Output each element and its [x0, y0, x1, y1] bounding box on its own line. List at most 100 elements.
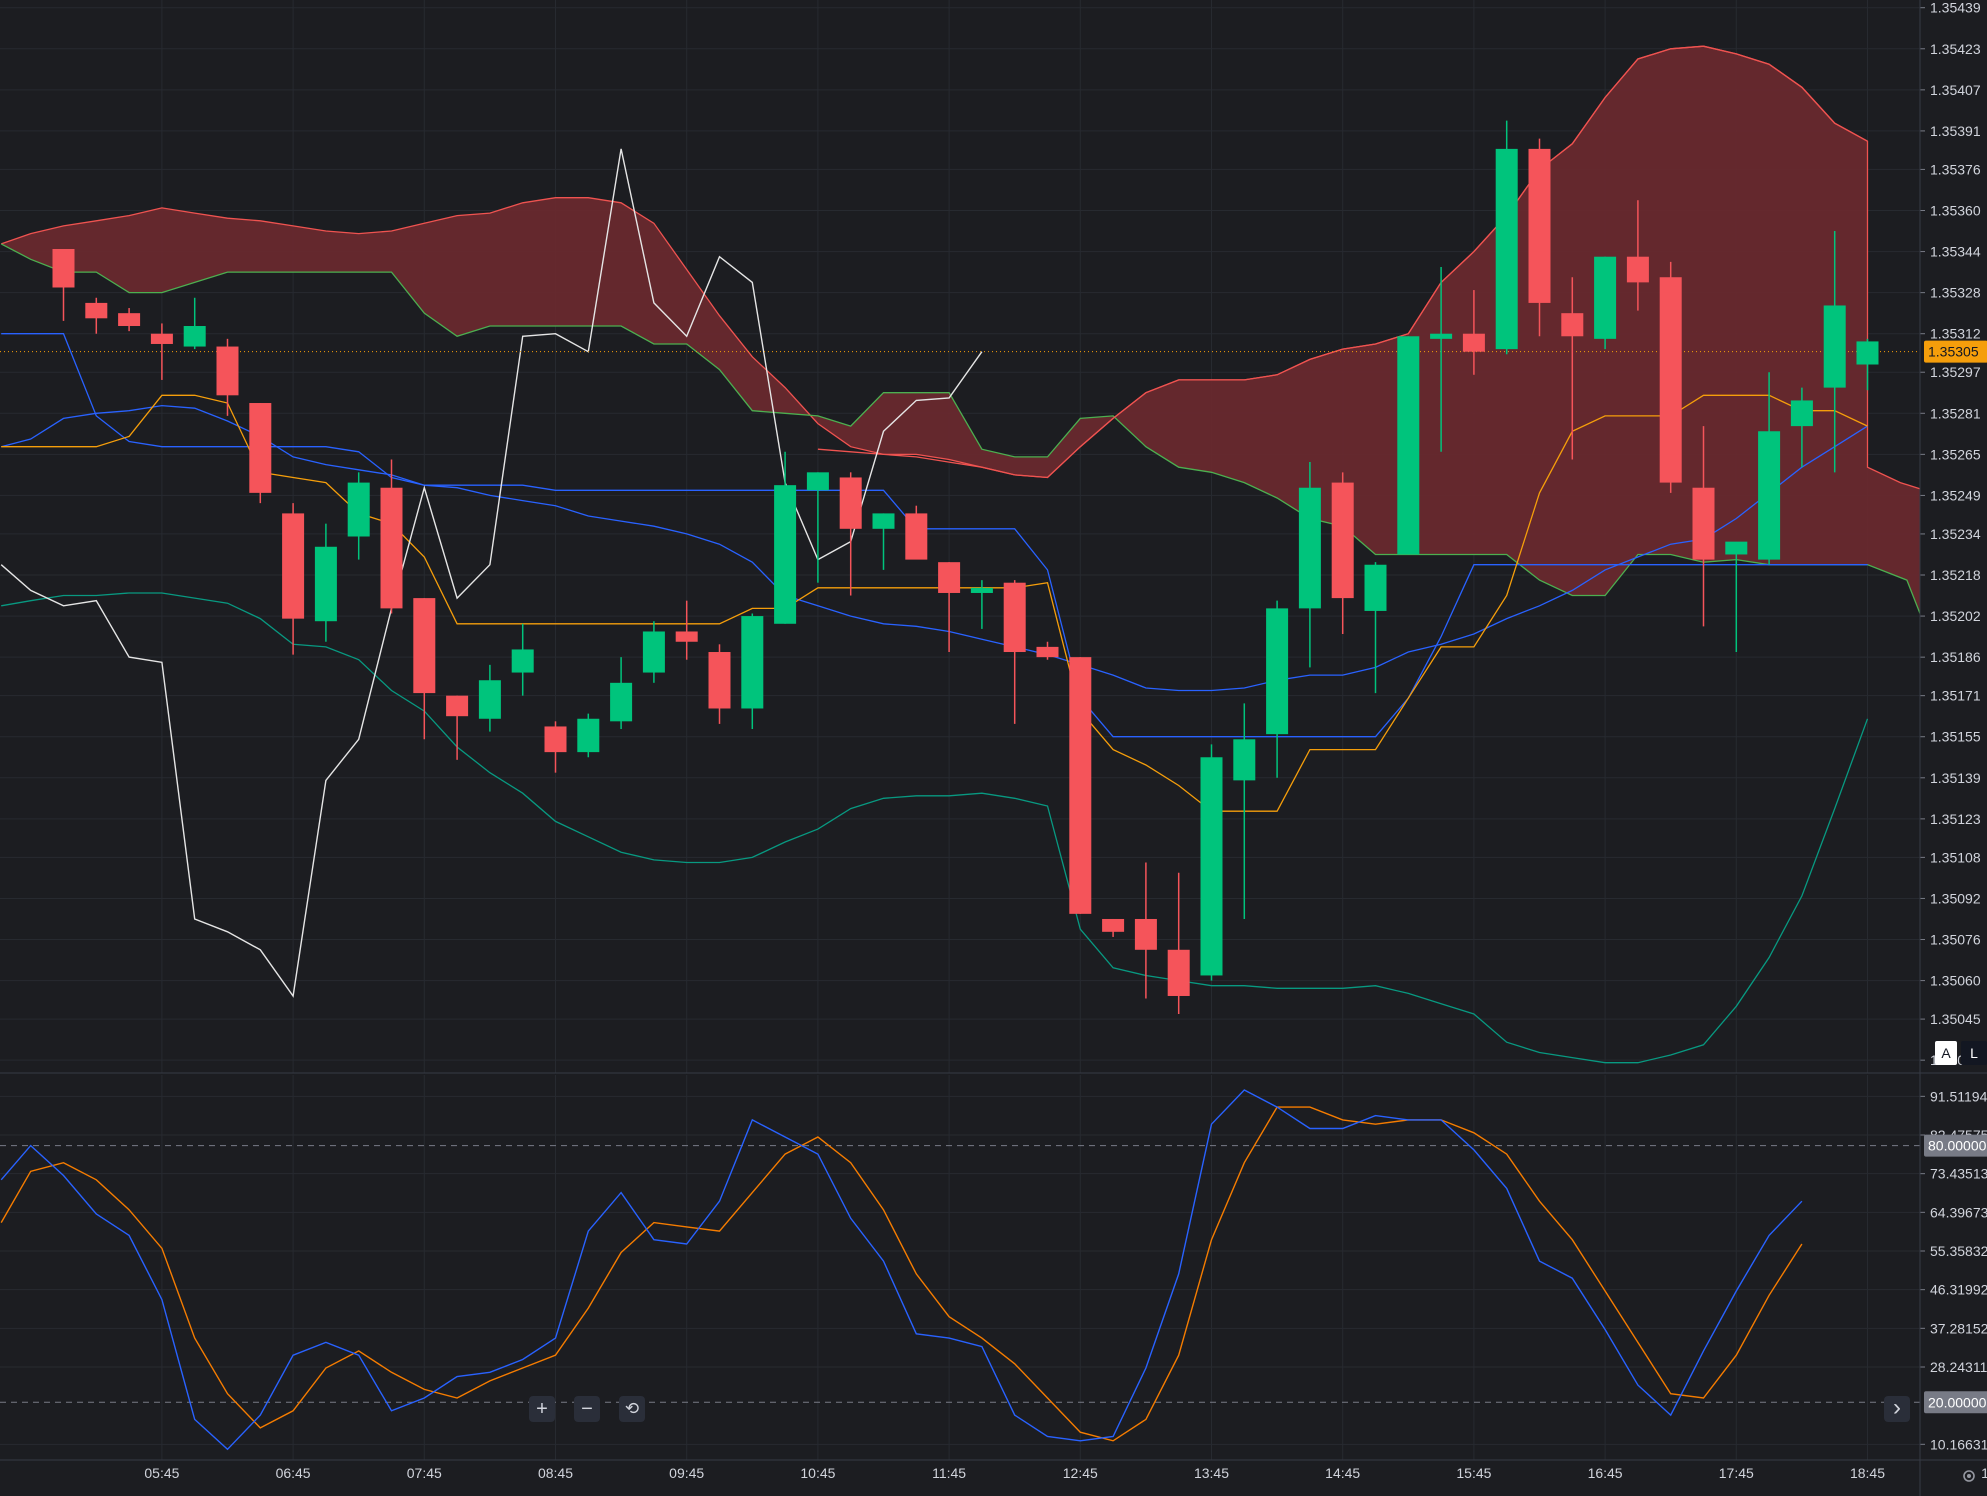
candle-body — [216, 346, 239, 396]
candle[interactable] — [511, 623, 534, 696]
price-axis-label: 1.35344 — [1930, 244, 1981, 260]
stoch-axis-label: 46.31992 — [1930, 1282, 1987, 1298]
candle[interactable] — [1134, 862, 1157, 999]
zoom-in-button[interactable]: + — [529, 1396, 555, 1422]
candle[interactable] — [1298, 462, 1321, 668]
price-axis-label: 1.35123 — [1930, 811, 1981, 827]
candle[interactable] — [1102, 918, 1125, 937]
candle[interactable] — [872, 513, 895, 570]
candle[interactable] — [1397, 336, 1420, 555]
candle-body — [1725, 541, 1748, 555]
price-axis-label: 1.35171 — [1930, 688, 1981, 704]
candle-body — [1692, 487, 1715, 560]
candle[interactable] — [216, 338, 239, 416]
log-scale-button[interactable]: L — [1961, 1041, 1987, 1065]
candle[interactable] — [1528, 138, 1551, 337]
bollinger-lower-line — [1, 592, 1869, 1064]
candle[interactable] — [905, 505, 928, 560]
candle[interactable] — [1561, 277, 1584, 460]
candle-body — [1495, 148, 1518, 350]
leading-span-b-line — [0, 243, 1920, 616]
candle[interactable] — [1036, 641, 1059, 660]
candle[interactable] — [1462, 290, 1485, 375]
candle[interactable] — [1167, 872, 1190, 1014]
candle[interactable] — [708, 644, 731, 724]
price-axis-label: 1.35202 — [1930, 608, 1981, 624]
candle[interactable] — [610, 657, 633, 730]
candle[interactable] — [183, 297, 206, 350]
candle[interactable] — [839, 472, 862, 596]
candle[interactable] — [1626, 200, 1649, 311]
candle[interactable] — [1364, 562, 1387, 694]
candle-body — [1331, 482, 1354, 599]
candle[interactable] — [446, 695, 469, 760]
time-axis-label: 18:45 — [1850, 1465, 1885, 1481]
candle-body — [577, 718, 600, 753]
candlestick-series[interactable] — [52, 120, 1879, 1014]
candle[interactable] — [1003, 580, 1026, 724]
candle[interactable] — [1725, 541, 1748, 653]
candle-body — [806, 472, 829, 491]
candle[interactable] — [544, 721, 567, 773]
zoom-out-button[interactable]: − — [574, 1396, 600, 1422]
candle[interactable] — [675, 600, 698, 660]
time-axis-label: 11:45 — [932, 1465, 966, 1481]
candle[interactable] — [282, 503, 305, 655]
candle[interactable] — [1495, 120, 1518, 355]
candle[interactable] — [1594, 256, 1617, 350]
candle-body — [741, 616, 764, 709]
candle-body — [839, 477, 862, 529]
scroll-to-realtime-button[interactable]: › — [1884, 1396, 1910, 1422]
candle[interactable] — [1069, 657, 1092, 914]
candle[interactable] — [741, 613, 764, 730]
candle[interactable] — [577, 713, 600, 758]
candle[interactable] — [413, 598, 436, 740]
price-axis-label: 1.35092 — [1930, 890, 1981, 906]
candle[interactable] — [1430, 266, 1453, 452]
current-price-label: 1.35305 — [1928, 344, 1979, 360]
candle[interactable] — [249, 403, 272, 504]
candle[interactable] — [85, 297, 108, 334]
candle[interactable] — [1790, 387, 1813, 468]
base-line — [1, 394, 1868, 812]
price-axis-label: 1.35186 — [1930, 649, 1981, 665]
candle-body — [1430, 333, 1453, 339]
stochastic-pane[interactable] — [0, 1089, 1920, 1451]
candle[interactable] — [1331, 472, 1354, 635]
candle[interactable] — [774, 451, 797, 624]
candle[interactable] — [970, 580, 993, 629]
price-axis-label: 1.35312 — [1930, 326, 1981, 342]
candle[interactable] — [1758, 372, 1781, 565]
candle[interactable] — [1266, 600, 1289, 778]
candle[interactable] — [1856, 338, 1879, 391]
candle[interactable] — [1200, 744, 1223, 981]
candle[interactable] — [380, 459, 403, 614]
time-axis-label: 07:45 — [407, 1465, 442, 1481]
candle-body — [1200, 757, 1223, 976]
auto-scale-button[interactable]: A — [1935, 1041, 1957, 1065]
candle[interactable] — [1692, 426, 1715, 627]
gear-icon[interactable] — [1961, 1468, 1977, 1484]
candle[interactable] — [118, 308, 141, 332]
candle[interactable] — [52, 248, 75, 321]
price-axis-label: 1.35439 — [1930, 0, 1981, 16]
price-axis-label: 1.35155 — [1930, 729, 1981, 745]
candle[interactable] — [938, 562, 961, 653]
candle[interactable] — [347, 472, 370, 560]
candle[interactable] — [150, 323, 173, 380]
candle[interactable] — [1823, 231, 1846, 473]
candle[interactable] — [478, 664, 501, 732]
candle-body — [1823, 305, 1846, 388]
reset-chart-button[interactable]: ⟲ — [619, 1396, 645, 1422]
candle-body — [1364, 564, 1387, 611]
candle[interactable] — [806, 472, 829, 583]
oversold-badge — [1924, 1391, 1987, 1414]
price-axis-label: 1.35249 — [1930, 487, 1981, 503]
candle[interactable] — [1659, 261, 1682, 493]
bollinger-upper-line — [817, 45, 1868, 479]
candle-body — [1594, 256, 1617, 339]
candle[interactable] — [1233, 703, 1256, 919]
candle[interactable] — [314, 523, 337, 642]
candle[interactable] — [642, 621, 665, 683]
